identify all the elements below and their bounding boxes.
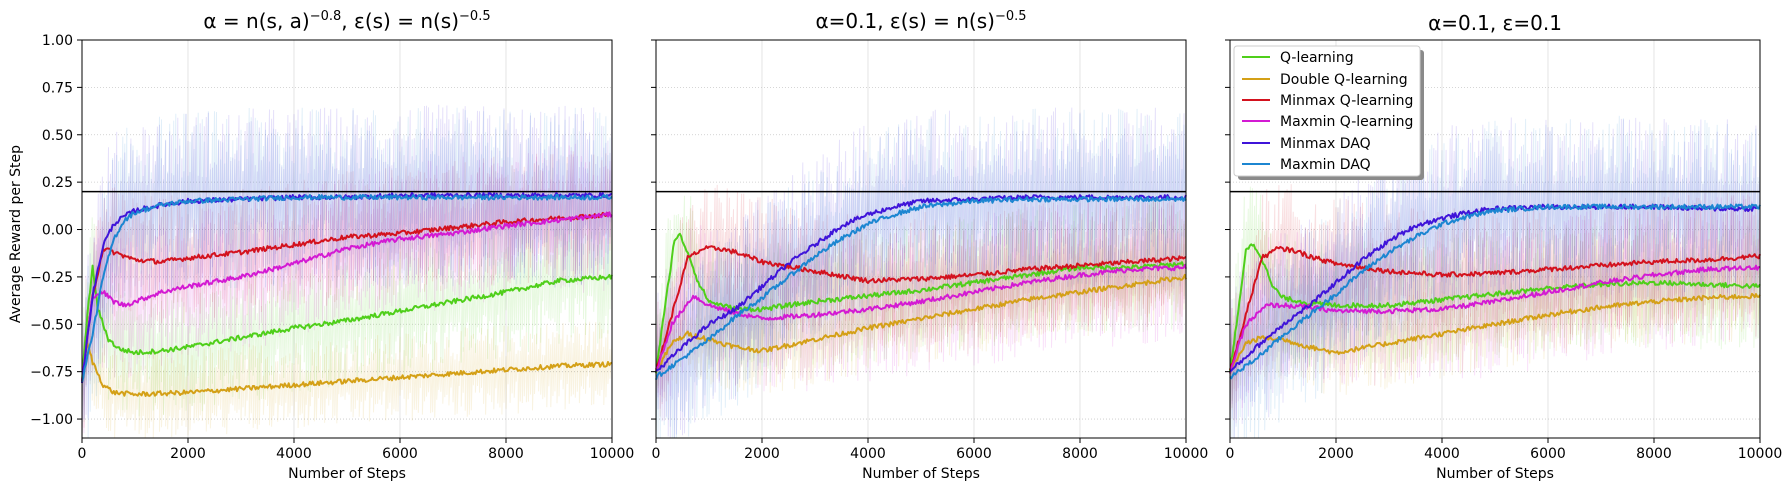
panel-2-x-axis-label: Number of Steps — [862, 466, 980, 482]
band-maxmin-q-learning — [1229, 195, 1761, 424]
legend-entry-minmax-daq: Minmax DAQ — [1242, 136, 1371, 152]
panel-1-y-tick-label: 1.00 — [42, 33, 73, 49]
panel-1-y-tick-label: 0.50 — [42, 128, 73, 144]
band-maxmin-daq — [655, 108, 1187, 439]
panel-3-plot-area: 0 2000 4000 6000 8000 10000 — [1225, 39, 1783, 462]
band-maxmin-daq — [81, 107, 613, 439]
legend-label-maxmin-daq: Maxmin DAQ — [1280, 157, 1371, 173]
legend-box — [1233, 45, 1421, 177]
panel-1-x-tick-label: 6000 — [382, 446, 418, 462]
panel-3-x-tick-label: 8000 — [1636, 446, 1672, 462]
legend-entry-q-learning: Q-learning — [1242, 50, 1354, 66]
legend-label-q-learning: Q-learning — [1280, 50, 1354, 66]
panel-3-x-tick-label: 6000 — [1530, 446, 1566, 462]
legend-entry-maxmin-q-learning: Maxmin Q-learning — [1242, 114, 1413, 130]
legend: Q-learning Double Q-learning Minmax Q-le… — [1233, 45, 1424, 180]
panel-2-x-tick-label: 6000 — [956, 446, 992, 462]
legend-entry-maxmin-daq: Maxmin DAQ — [1242, 157, 1371, 173]
band-minmax-q-learning — [655, 184, 1187, 417]
panel-2-x-tick-label: 2000 — [744, 446, 780, 462]
legend-label-maxmin-q-learning: Maxmin Q-learning — [1280, 114, 1413, 130]
panel-1-plot-area: 0 2000 4000 6000 8000 10000 1.00 0.75 0.50 0.25 0.… — [30, 33, 634, 462]
panel-1-y-tick-label: 0.00 — [42, 223, 73, 239]
panel-3-title: α=0.1, ε=0.1 — [1428, 11, 1562, 35]
legend-entry-double-q-learning: Double Q-learning — [1242, 72, 1408, 88]
band-minmax-daq — [655, 107, 1187, 439]
series-line-double-q-learning — [655, 273, 1187, 371]
band-minmax-daq — [81, 104, 613, 439]
panel-2-x-tick-label: 0 — [652, 446, 661, 462]
series-line-minmax-q-learning — [1229, 245, 1761, 371]
series-line-double-q-learning — [81, 342, 613, 397]
panel-1-y-tick-label: 0.25 — [42, 175, 73, 191]
band-double-q-learning — [81, 305, 613, 439]
legend-label-minmax-daq: Minmax DAQ — [1280, 136, 1371, 152]
panel-1-y-tick-label: 0.75 — [42, 80, 73, 96]
panel-3: α=0.1, ε=0.1 Number of Steps — [1428, 11, 1562, 482]
panel-1-x-tick-label: 0 — [78, 446, 87, 462]
panel-1-y-axis-label: Average Reward per Step — [8, 145, 24, 323]
panel-1-x-tick-label: 10000 — [590, 446, 635, 462]
panel-3-axes-frame — [1229, 39, 1761, 439]
panel-1-y-tick-label: −0.50 — [30, 317, 73, 333]
series-line-maxmin-daq — [655, 195, 1187, 381]
panel-2-x-tick-label: 8000 — [1062, 446, 1098, 462]
series-line-minmax-q-learning — [81, 211, 612, 382]
series-line-minmax-q-learning — [655, 245, 1187, 370]
legend-label-minmax-q-learning: Minmax Q-learning — [1280, 93, 1413, 109]
panel-2: α=0.1, ε(s) = n(s)−0.5 Number of Steps — [815, 9, 1026, 482]
panel-1-axes-frame — [81, 39, 613, 439]
panel-2-x-tick-label: 4000 — [850, 446, 886, 462]
panel-1-x-tick-label: 8000 — [488, 446, 524, 462]
panel-3-x-tick-label: 0 — [1226, 446, 1235, 462]
series-line-maxmin-q-learning — [81, 211, 613, 381]
panel-1-title: α = n(s, a)−0.8, ε(s) = n(s)−0.5 — [203, 9, 490, 33]
series-line-maxmin-daq — [1229, 203, 1761, 380]
panel-1-x-tick-label: 2000 — [170, 446, 206, 462]
panel-2-plot-area: 0 2000 4000 6000 8000 10000 — [651, 39, 1209, 462]
series-line-maxmin-q-learning — [655, 264, 1187, 372]
panel-1-y-tick-label: −0.25 — [30, 270, 73, 286]
panel-3-x-tick-label: 2000 — [1318, 446, 1354, 462]
band-double-q-learning — [655, 241, 1187, 399]
series-line-q-learning — [1229, 243, 1761, 373]
band-minmax-q-learning — [81, 151, 613, 439]
legend-entry-minmax-q-learning: Minmax Q-learning — [1242, 93, 1413, 109]
band-q-learning — [81, 214, 613, 423]
band-maxmin-daq — [1229, 115, 1761, 439]
series-line-q-learning — [81, 264, 613, 381]
panel-3-x-axis-label: Number of Steps — [1436, 466, 1554, 482]
band-q-learning — [655, 195, 1187, 437]
panel-1-x-tick-label: 4000 — [276, 446, 312, 462]
series-line-double-q-learning — [1229, 292, 1761, 374]
band-maxmin-q-learning — [81, 143, 613, 434]
legend-label-double-q-learning: Double Q-learning — [1280, 72, 1408, 88]
panel-1: α = n(s, a)−0.8, ε(s) = n(s)−0.5 Average… — [8, 9, 491, 482]
panel-1-x-axis-label: Number of Steps — [288, 466, 406, 482]
panel-1-y-tick-label: −0.75 — [30, 365, 73, 381]
panel-3-x-tick-label: 10000 — [1738, 446, 1783, 462]
series-line-maxmin-daq — [81, 193, 613, 383]
panel-1-y-tick-label: −1.00 — [30, 412, 73, 428]
band-minmax-q-learning — [1229, 184, 1761, 431]
panel-2-title: α=0.1, ε(s) = n(s)−0.5 — [815, 9, 1026, 33]
band-maxmin-q-learning — [655, 192, 1187, 421]
panel-3-x-tick-label: 4000 — [1424, 446, 1460, 462]
panel-2-axes-frame — [655, 39, 1187, 439]
panel-2-x-tick-label: 10000 — [1164, 446, 1209, 462]
